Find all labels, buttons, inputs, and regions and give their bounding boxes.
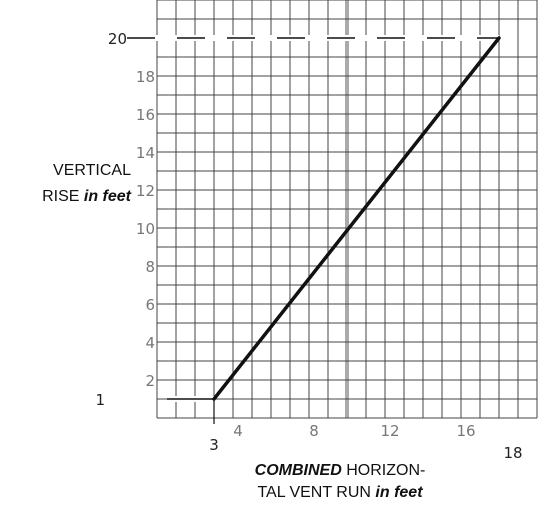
tick-labels: 2 4 6 8 10 12 14 16 18 1 20 4 8 12 16 3 18 xyxy=(95,30,522,462)
y-tick-label: 1 xyxy=(95,391,105,409)
reference-lines xyxy=(127,35,499,424)
y-tick-label: 10 xyxy=(136,220,155,238)
x-axis-label-unit: in feet xyxy=(375,484,423,501)
x-tick-label: 18 xyxy=(503,444,522,462)
y-tick-label: 2 xyxy=(145,372,155,390)
series xyxy=(212,36,501,401)
x-tick-label: 8 xyxy=(309,422,319,440)
y-axis-label-line2: RISE xyxy=(42,188,84,205)
series-line xyxy=(212,36,501,401)
x-tick-label: 3 xyxy=(209,436,219,454)
y-tick-label: 16 xyxy=(136,106,155,124)
y-tick-label: 6 xyxy=(145,296,155,314)
y-axis-label: VERTICAL RISE in feet xyxy=(0,158,131,210)
x-axis-label: COMBINED HORIZON- TAL VENT RUN in feet xyxy=(190,460,490,504)
y-axis-label-line1: VERTICAL xyxy=(53,162,131,179)
y-axis-label-unit: in feet xyxy=(83,188,131,205)
y-tick-label: 14 xyxy=(136,144,155,162)
x-axis-label-line2: TAL VENT RUN xyxy=(257,484,376,501)
y-tick-label: 12 xyxy=(136,182,155,200)
y-tick-label: 4 xyxy=(145,334,155,352)
y-tick-label: 20 xyxy=(108,30,127,48)
grid xyxy=(156,0,538,419)
x-tick-label: 4 xyxy=(233,422,243,440)
y-tick-label: 18 xyxy=(136,68,155,86)
x-axis-label-emph: COMBINED xyxy=(254,462,342,479)
x-axis-label-line1: HORIZON- xyxy=(341,462,426,479)
reference-line-mask xyxy=(127,35,499,41)
x-tick-label: 12 xyxy=(380,422,399,440)
x-tick-label: 16 xyxy=(456,422,475,440)
y-tick-label: 8 xyxy=(145,258,155,276)
